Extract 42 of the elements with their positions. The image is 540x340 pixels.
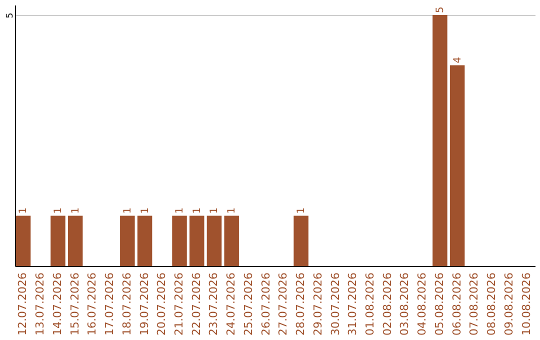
data-label: 5 bbox=[434, 6, 446, 14]
data-label: 4 bbox=[452, 56, 464, 64]
x-tick-label: 29.07.2026 bbox=[311, 272, 324, 336]
x-tick-label: 17.07.2026 bbox=[103, 272, 116, 336]
x-tick-label: 23.07.2026 bbox=[207, 272, 220, 336]
x-tick-label: 04.08.2026 bbox=[416, 272, 429, 336]
x-tick-label: 10.08.2026 bbox=[520, 272, 533, 336]
x-tick-label: 19.07.2026 bbox=[138, 272, 151, 336]
x-tick-label: 05.08.2026 bbox=[432, 272, 446, 336]
x-tick-label: 08.08.2026 bbox=[485, 272, 498, 336]
data-label: 1 bbox=[122, 207, 134, 214]
x-tick-label: 09.08.2026 bbox=[502, 272, 516, 336]
x-tick-label: 13.07.2026 bbox=[34, 272, 47, 336]
x-tick-label: 07.08.2026 bbox=[468, 272, 481, 336]
x-tick-label: 30.07.2026 bbox=[328, 272, 342, 336]
x-tick-label: 21.07.2026 bbox=[172, 272, 186, 336]
data-label: 1 bbox=[226, 207, 238, 214]
x-tick-label: 15.07.2026 bbox=[68, 272, 82, 336]
x-tick-label: 01.08.2026 bbox=[363, 272, 376, 336]
data-label: 1 bbox=[192, 207, 203, 214]
x-tick-label: 16.07.2026 bbox=[86, 272, 99, 336]
x-tick-label: 20.07.2026 bbox=[155, 272, 168, 336]
x-tick-label: 12.07.2026 bbox=[16, 272, 30, 336]
x-tick-label: 14.07.2026 bbox=[50, 272, 64, 336]
data-label: 1 bbox=[174, 207, 186, 214]
x-tick-label: 06.08.2026 bbox=[450, 272, 464, 336]
x-tick-label: 24.07.2026 bbox=[224, 272, 238, 336]
data-label: 1 bbox=[296, 207, 308, 214]
x-tick-label: 25.07.2026 bbox=[242, 272, 255, 336]
data-label: 1 bbox=[140, 207, 151, 214]
x-tick-label: 27.07.2026 bbox=[276, 272, 290, 336]
x-tick-label: 31.07.2026 bbox=[346, 272, 360, 336]
data-label: 1 bbox=[70, 207, 82, 214]
x-tick-label: 22.07.2026 bbox=[190, 272, 203, 336]
data-label: 1 bbox=[18, 207, 30, 214]
x-tick-label: 26.07.2026 bbox=[259, 272, 272, 336]
x-tick-label: 02.08.2026 bbox=[380, 272, 394, 336]
x-tick-label: 28.07.2026 bbox=[294, 272, 308, 336]
x-tick-label: 18.07.2026 bbox=[120, 272, 134, 336]
data-label: 1 bbox=[52, 207, 64, 214]
x-tick-label: 03.08.2026 bbox=[398, 272, 412, 336]
data-label: 1 bbox=[209, 207, 220, 214]
